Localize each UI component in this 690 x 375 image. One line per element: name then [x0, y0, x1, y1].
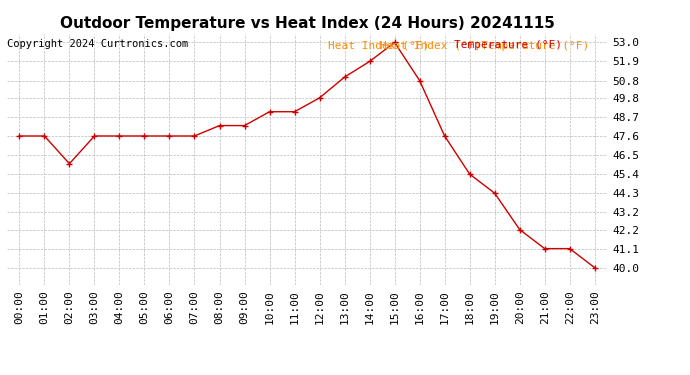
Title: Outdoor Temperature vs Heat Index (24 Hours) 20241115: Outdoor Temperature vs Heat Index (24 Ho… — [59, 16, 555, 31]
Text: Temperature (°F): Temperature (°F) — [454, 40, 562, 50]
Text: Copyright 2024 Curtronics.com: Copyright 2024 Curtronics.com — [7, 39, 188, 50]
Text: Heat Index (°F)Temperature (°F): Heat Index (°F)Temperature (°F) — [380, 41, 589, 51]
Text: Heat Index (°F): Heat Index (°F) — [328, 40, 429, 50]
